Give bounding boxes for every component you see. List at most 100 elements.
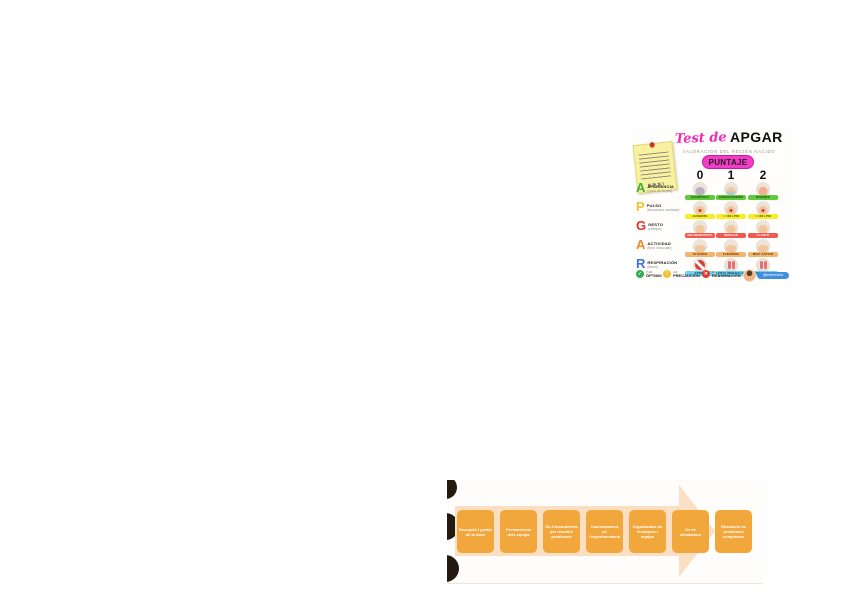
legend-label: PRECAUCIÓN bbox=[673, 272, 700, 278]
row-header: A APARIENCIA (color de la piel) bbox=[636, 180, 690, 195]
apgar-row-apariencia: A APARIENCIA (color de la piel) CIANÓTIC… bbox=[633, 180, 791, 201]
apgar-cell: FLÁCIDO bbox=[685, 239, 715, 258]
title-script: Test de bbox=[675, 130, 728, 147]
apgar-row-actividad: A ACTIVIDAD (tono muscular) FLÁCIDO FLEX… bbox=[633, 237, 791, 258]
row-label: APARIENCIA bbox=[647, 184, 674, 189]
apgar-cell: CIANÓTICO bbox=[685, 182, 715, 201]
apgar-cell: ROSADO bbox=[748, 182, 778, 201]
row-letter: P bbox=[636, 199, 645, 214]
apgar-title: Test de APGAR bbox=[667, 129, 791, 149]
legend-item-precaucion: ! 4-6 PRECAUCIÓN bbox=[663, 270, 700, 278]
flow-step-3: Ús d'instruments per resoldre problemes bbox=[543, 510, 580, 553]
check-icon: ✓ bbox=[636, 270, 644, 278]
apgar-cell: ACROCIANOSIS bbox=[716, 182, 746, 201]
cell-label: FLÁCIDO bbox=[685, 252, 715, 257]
cell-label: FLEXIONA bbox=[716, 252, 746, 257]
legend-range: 0-3 bbox=[712, 269, 717, 274]
apgar-row-gesto: G GESTO (reflejos) SIN RESPUESTA MUECAS … bbox=[633, 219, 791, 239]
apgar-cell: LLANTO bbox=[748, 220, 778, 239]
legend-item-reanimacion: ✕ 0-3 REANIMACIÓN bbox=[702, 270, 741, 278]
apgar-cell: < 100 LPM bbox=[716, 201, 746, 220]
cell-label: CIANÓTICO bbox=[685, 195, 715, 200]
row-sublabel: (color de la piel) bbox=[647, 189, 673, 193]
row-label: RESPIRACIÓN bbox=[647, 260, 678, 265]
row-header: A ACTIVIDAD (tono muscular) bbox=[636, 237, 690, 252]
apgar-infographic: Test de APGAR VALORACIÓN DEL RECIÉN NACI… bbox=[632, 128, 791, 286]
decorative-blob bbox=[447, 555, 459, 582]
cell-label: LENTA IRREGULAR bbox=[716, 271, 746, 276]
cell-label: ACROCIANOSIS bbox=[716, 195, 746, 200]
cell-label: MUECAS bbox=[716, 233, 746, 238]
row-label: ACTIVIDAD bbox=[647, 241, 671, 246]
legend-label: ÓPTIMO bbox=[646, 272, 662, 278]
row-letter: A bbox=[636, 180, 646, 195]
apgar-cell: MUECAS bbox=[716, 220, 746, 239]
apgar-cell: MOV. ACTIVO bbox=[748, 239, 778, 258]
baby-illustration bbox=[724, 201, 738, 215]
flow-step-1: Recepció i gestió de la mare bbox=[457, 510, 494, 553]
cell-label: < 100 LPM bbox=[716, 214, 746, 219]
cell-label: AUSENTE bbox=[685, 214, 715, 219]
baby-illustration bbox=[693, 220, 707, 234]
row-letter: R bbox=[636, 256, 646, 271]
baby-illustration bbox=[693, 201, 707, 215]
flow-step-4: Començament de l'experimentació bbox=[586, 510, 623, 553]
row-header: R RESPIRACIÓN (llanto) bbox=[636, 256, 690, 271]
author-watermark: @enfermeria bbox=[743, 269, 789, 282]
column-header-2: 2 bbox=[759, 168, 767, 182]
legend-item-optimo: ✓ 7-10 ÓPTIMO bbox=[636, 270, 662, 278]
cell-label: MOV. ACTIVO bbox=[748, 252, 778, 257]
apgar-row-pulso: P PULSO (frecuencia cardíaca) AUSENTE < … bbox=[633, 199, 791, 220]
row-label: PULSO bbox=[646, 203, 662, 208]
cell-label: ROSADO bbox=[748, 195, 778, 200]
baby-illustration bbox=[724, 182, 738, 196]
column-header-1: 1 bbox=[727, 168, 735, 182]
flow-step-2: Permanència dels equips bbox=[500, 510, 537, 553]
row-sublabel: (llanto) bbox=[647, 265, 659, 269]
cell-label: > 100 LPM bbox=[748, 214, 778, 219]
baby-illustration bbox=[756, 182, 770, 196]
row-sublabel: (reflejos) bbox=[648, 227, 662, 231]
avatar bbox=[743, 269, 756, 282]
decorative-blob bbox=[447, 480, 457, 499]
score-pill: PUNTAJE bbox=[702, 155, 754, 169]
lungs-icon bbox=[756, 258, 770, 272]
sticky-note-text bbox=[638, 151, 672, 180]
row-label: GESTO bbox=[648, 222, 664, 227]
baby-illustration bbox=[693, 182, 707, 196]
legend-range: 7-10 bbox=[646, 269, 653, 274]
row-sublabel: (tono muscular) bbox=[647, 246, 672, 250]
row-letter: A bbox=[636, 237, 646, 252]
cross-icon: ✕ bbox=[702, 270, 710, 278]
baby-illustration bbox=[756, 220, 770, 234]
apgar-cell: LENTA IRREGULAR bbox=[716, 258, 746, 277]
lungs-icon bbox=[724, 258, 738, 272]
apgar-cell: > 100 LPM bbox=[748, 201, 778, 220]
no-breathing-icon bbox=[693, 258, 707, 272]
baby-illustration bbox=[756, 201, 770, 215]
cell-label: APNEA bbox=[685, 271, 715, 276]
warning-icon: ! bbox=[663, 270, 671, 278]
apgar-subtitle: VALORACIÓN DEL RECIÉN NACIDO bbox=[682, 149, 776, 154]
title-main: APGAR bbox=[730, 129, 783, 145]
baby-illustration bbox=[693, 239, 707, 253]
baby-illustration bbox=[756, 239, 770, 253]
flow-step-7: Resolució de problemes complexos bbox=[715, 510, 752, 553]
apgar-cell: AUSENTE bbox=[685, 201, 715, 220]
score-legend: ✓ 7-10 ÓPTIMO ! 4-6 PRECAUCIÓN ✕ 0-3 REA… bbox=[633, 269, 791, 285]
legend-range: 4-6 bbox=[673, 269, 678, 274]
row-header: G GESTO (reflejos) bbox=[636, 219, 690, 232]
pin-icon bbox=[649, 141, 655, 148]
apgar-cell: FLEXIONA bbox=[716, 239, 746, 258]
legend-label: REANIMACIÓN bbox=[712, 272, 741, 278]
apgar-cell: SIN RESPUESTA bbox=[685, 220, 715, 239]
row-header: P PULSO (frecuencia cardíaca) bbox=[636, 199, 690, 214]
baby-illustration bbox=[724, 239, 738, 253]
cell-label: LLANTO bbox=[748, 233, 778, 238]
process-flow-diagram: Recepció i gestió de la mare Permanència… bbox=[447, 480, 763, 584]
row-sublabel: (frecuencia cardíaca) bbox=[646, 208, 680, 212]
apgar-cell: APNEA bbox=[685, 258, 715, 277]
social-handle-badge: @enfermeria bbox=[757, 272, 789, 279]
column-header-0: 0 bbox=[696, 168, 704, 182]
cell-label: SIN RESPUESTA bbox=[685, 233, 715, 238]
